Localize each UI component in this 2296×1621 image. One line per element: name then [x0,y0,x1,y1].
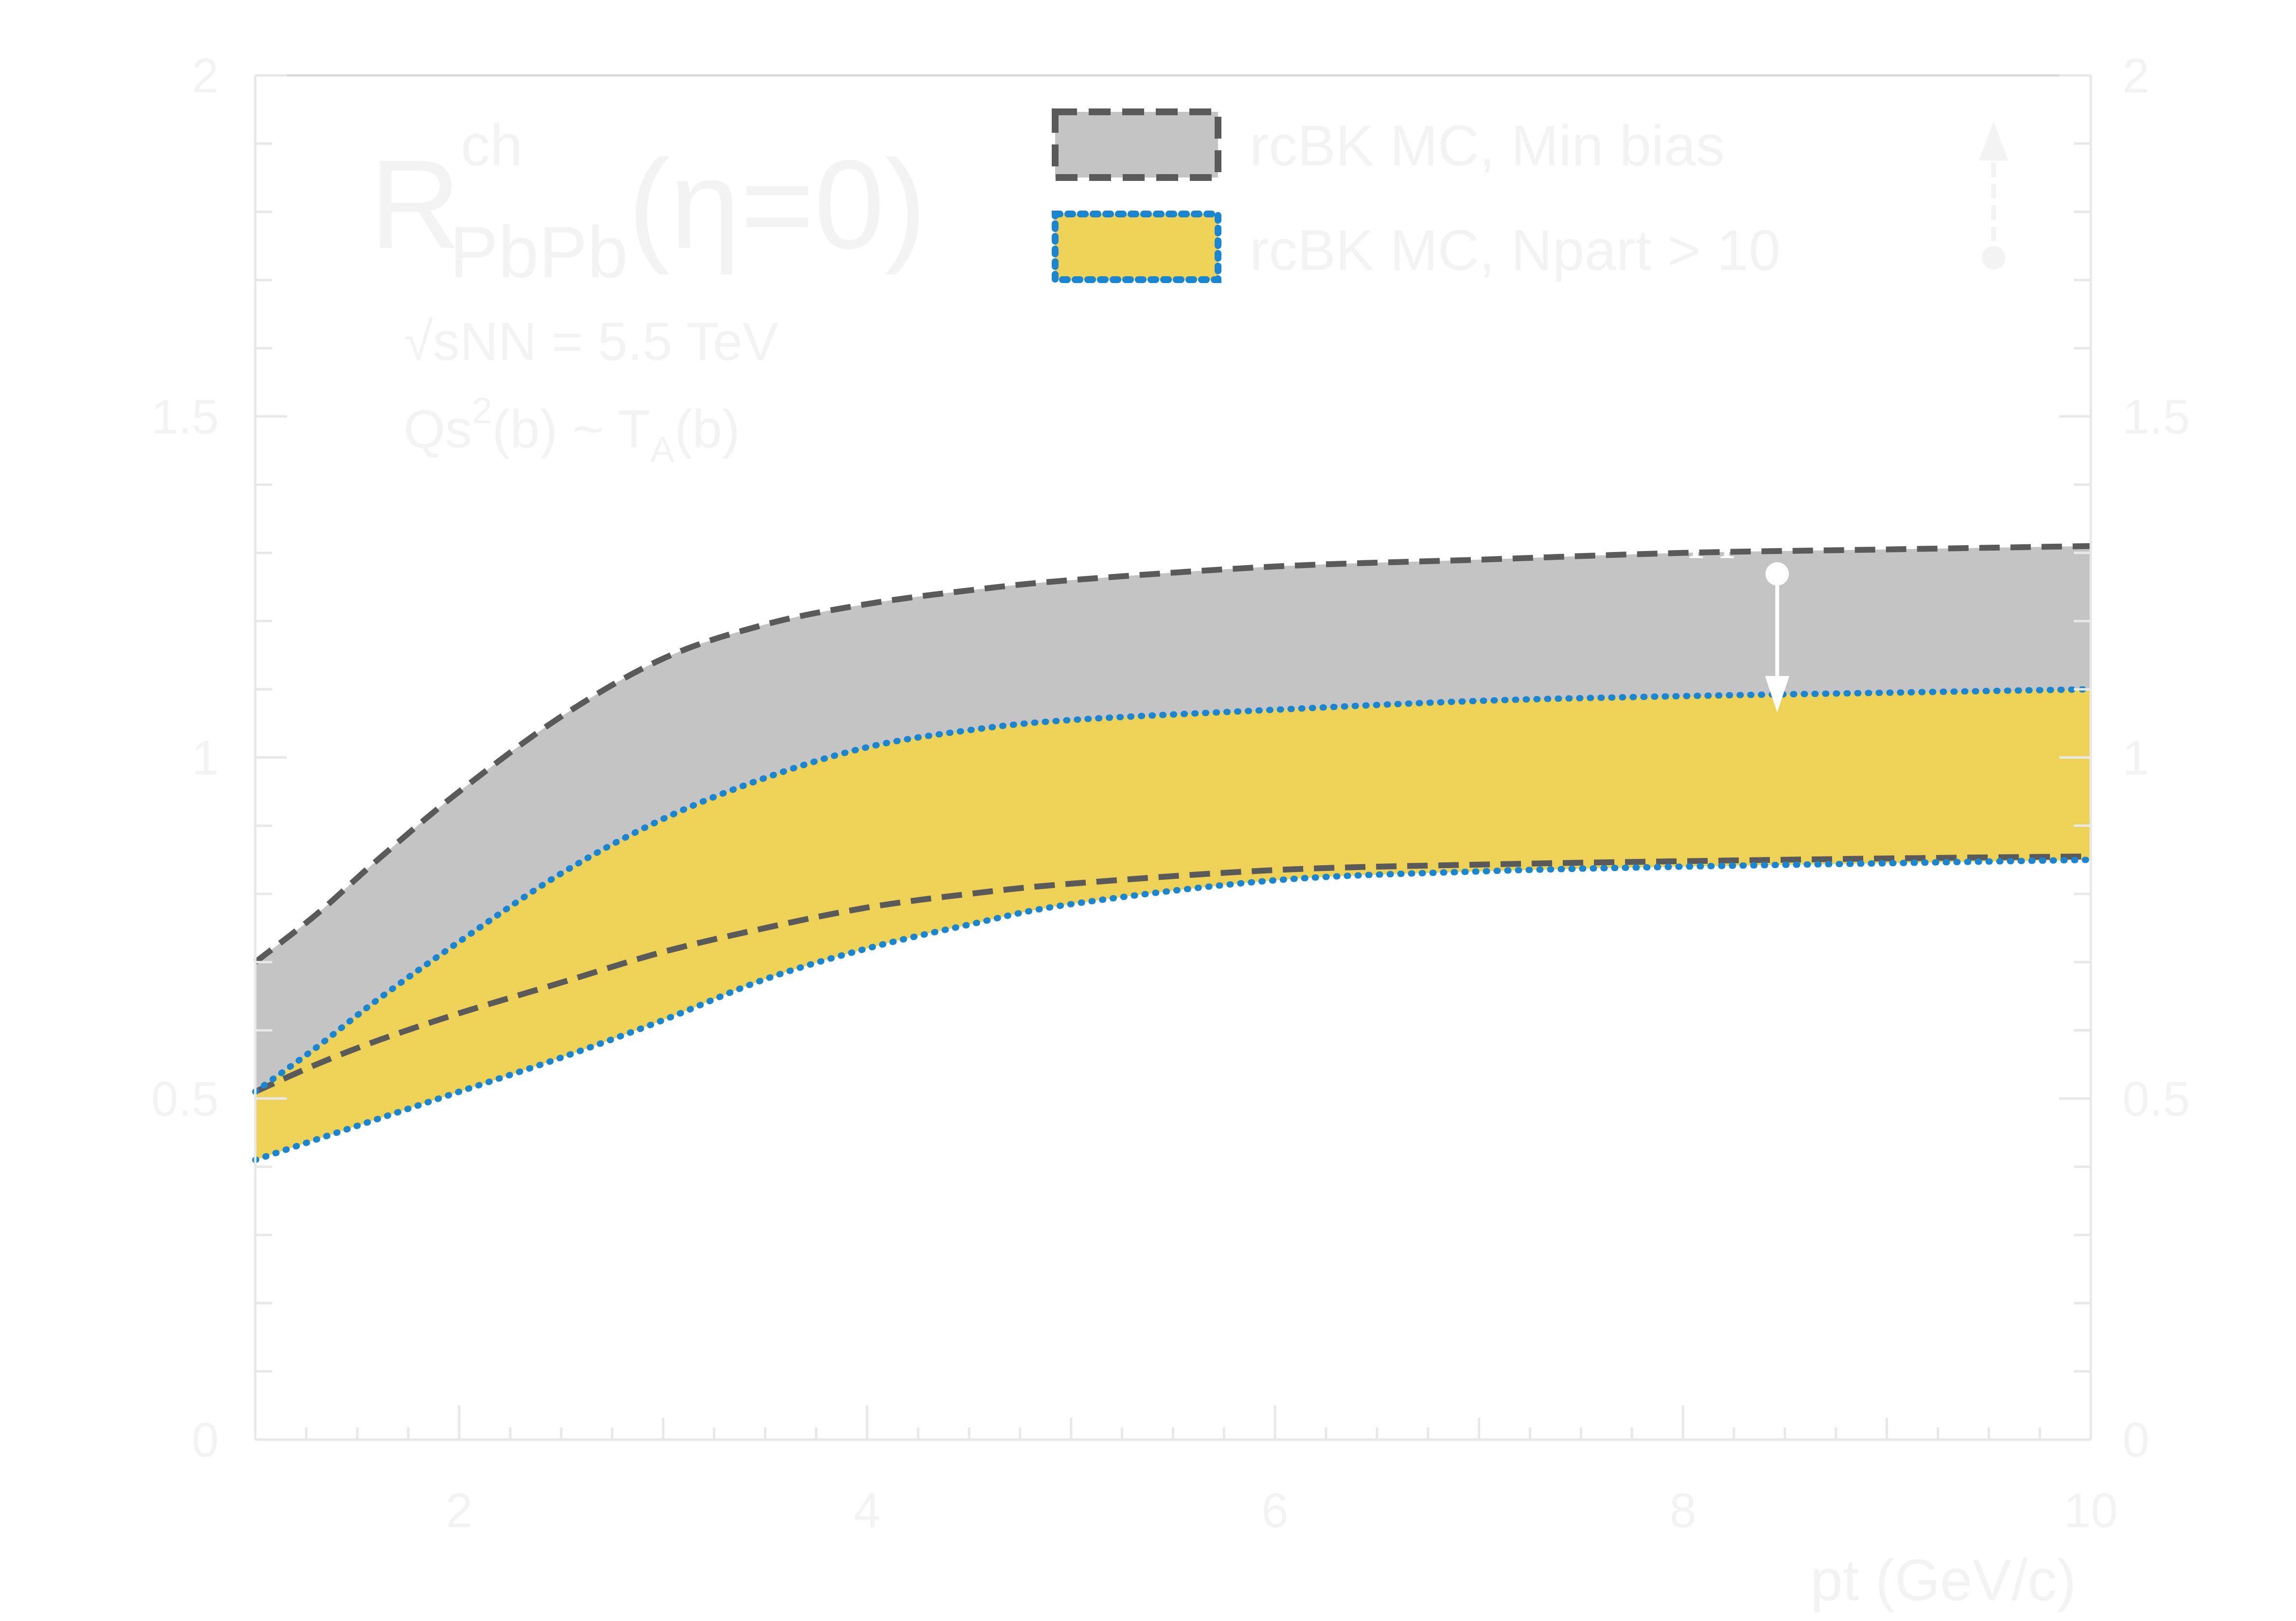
band-upper-line-0 [253,543,2091,965]
legend-label-minbias: rcBK MC, Min bias [1250,114,1725,178]
band-upper-line-1 [252,686,2094,1095]
legend-label-npart: rcBK MC, Npart > 10 [1250,218,1781,283]
y-tick-label: 2 [192,49,219,103]
band-lower-line-1 [252,856,2094,1163]
legend-arrow-dot-icon [1982,246,2005,269]
y-tick-label-right: 1.5 [2122,390,2190,444]
ticks-layer: 2 4 6 8 100 00.5 0.51 11.5 1.52 2 [151,49,2190,1538]
qs-end: (b) [674,399,740,459]
y-tick-label-right: 2 [2122,49,2150,103]
x-tick-label: 2 [446,1483,473,1538]
ylabel-suffix: (η=0) [628,134,926,276]
ylabel-main: R [370,134,461,275]
qs-mid: (b) ~ T [492,399,650,459]
qs-annotation: Qs2(b) ~ TA(b) [404,390,740,470]
suppression-arrow-head-icon [1765,676,1789,713]
qs-main: Qs [404,399,472,459]
y-tick-label-right: 0 [2122,1413,2150,1467]
suppression-label: Suppression [1623,489,1927,558]
y-tick-label: 1 [192,731,219,785]
qs-sup: 2 [472,390,493,431]
ylabel-sup: ch [461,113,523,178]
y-tick-label: 0 [192,1413,219,1467]
y-axis-title: Rch PbPb(η=0) [370,113,927,293]
x-tick-label: 10 [2064,1483,2118,1538]
qs-sub: A [650,429,674,470]
x-tick-label: 4 [854,1483,881,1538]
y-tick-label-right: 0.5 [2122,1072,2190,1126]
legend-swatch-minbias [1052,108,1221,181]
band-fill-1 [255,689,2091,1160]
x-axis-title: pt (GeV/c) [1810,1548,2076,1613]
ylabel-sub: PbPb [450,211,628,293]
legend: rcBK MC, Min bias rcBK MC, Npart > 10 [1052,108,2008,283]
y-tick-label-right: 1 [2122,731,2150,785]
x-tick-label: 6 [1261,1483,1289,1538]
legend-swatch-npart [1052,211,1221,283]
bands-layer [252,543,2094,1163]
suppression-annotation: Suppression [1623,489,1927,713]
legend-arrow-head-icon [1979,122,2008,160]
x-tick-label: 8 [1669,1483,1696,1538]
energy-label: √sNN = 5.5 TeV [404,312,778,372]
y-tick-label: 0.5 [151,1072,219,1126]
y-tick-label: 1.5 [151,390,219,444]
band-lower-line-0 [254,853,2091,1095]
